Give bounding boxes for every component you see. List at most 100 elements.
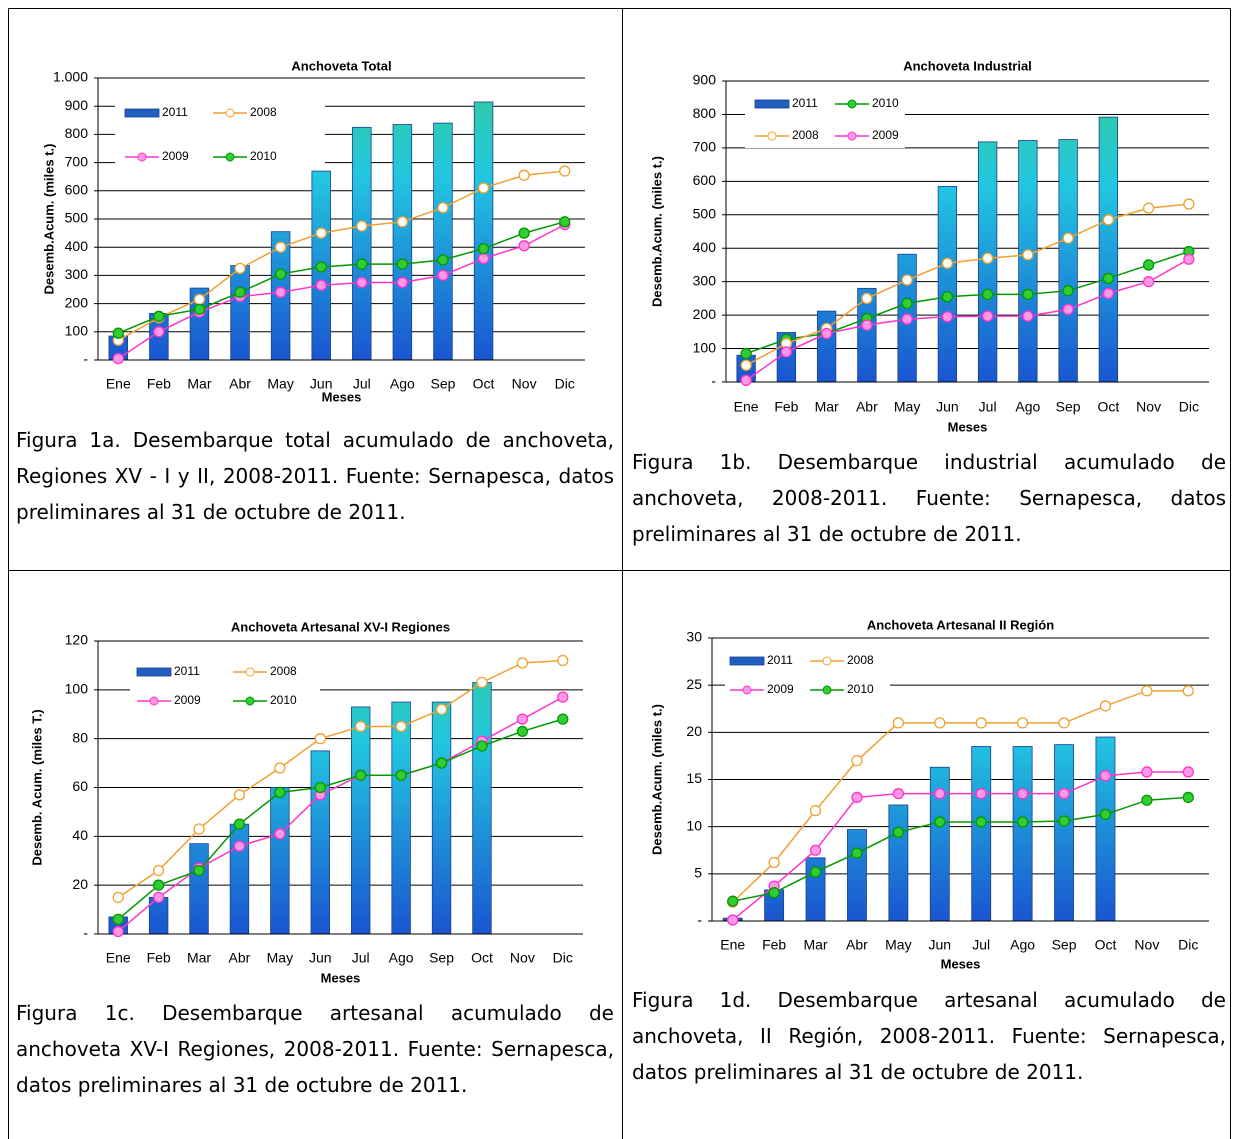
point	[1102, 287, 1115, 300]
point	[476, 740, 488, 752]
point	[1099, 700, 1112, 712]
x-tick-label: Sep	[1056, 399, 1081, 415]
bar	[392, 124, 413, 361]
point	[437, 202, 449, 214]
point	[435, 703, 448, 716]
point	[193, 864, 205, 877]
point	[395, 769, 407, 781]
point	[975, 788, 987, 800]
x-tick-label: Dic	[1178, 937, 1198, 953]
point	[396, 258, 409, 270]
x-tick-label: Sep	[1052, 937, 1077, 953]
point	[396, 216, 409, 228]
x-tick-label: Mar	[815, 399, 839, 415]
bar	[230, 265, 250, 361]
y-tick-label: 900	[693, 72, 717, 88]
point	[356, 220, 368, 232]
point	[981, 310, 994, 322]
x-tick-label: Jun	[936, 399, 959, 415]
x-tick-label: Ene	[734, 399, 759, 415]
x-tick-label: Abr	[846, 937, 868, 953]
x-tick-label: Oct	[473, 376, 495, 392]
point	[727, 895, 739, 907]
y-tick-label: 900	[65, 97, 89, 113]
point	[112, 913, 124, 925]
legend-label: 2011	[792, 96, 818, 110]
point	[851, 754, 863, 767]
point	[934, 816, 946, 828]
y-tick-label: 500	[693, 205, 717, 221]
bar	[473, 101, 494, 361]
point	[274, 286, 287, 298]
bar	[433, 122, 453, 361]
point	[851, 847, 863, 859]
legend-swatch	[136, 667, 172, 677]
x-tick-label: Abr	[229, 950, 251, 966]
bar	[310, 750, 330, 935]
x-tick-label: Mar	[187, 950, 211, 966]
point	[559, 165, 571, 177]
x-tick-label: Ago	[389, 950, 414, 966]
point	[193, 303, 206, 315]
point	[274, 762, 286, 774]
chart-title: Anchoveta Artesanal XV-I Regiones	[231, 619, 450, 634]
legend-label: 2009	[174, 693, 201, 707]
legend-swatch	[847, 131, 857, 141]
x-tick-label: Nov	[1136, 399, 1161, 415]
series-line	[732, 771, 1189, 921]
point	[1099, 808, 1112, 821]
point	[152, 879, 165, 891]
bar	[391, 701, 411, 935]
point	[315, 227, 327, 239]
point	[1142, 276, 1155, 288]
series-line	[745, 203, 1189, 366]
point	[861, 319, 873, 331]
point	[1141, 766, 1153, 778]
x-tick-label: Sep	[430, 376, 455, 392]
point	[901, 297, 913, 310]
point	[727, 914, 739, 926]
point	[901, 274, 913, 286]
point	[861, 292, 873, 305]
legend-swatch	[225, 152, 235, 162]
point	[437, 254, 449, 266]
point	[740, 347, 752, 360]
x-tick-label: Feb	[147, 950, 171, 966]
bar	[816, 310, 837, 383]
bar	[1018, 140, 1038, 383]
bar	[1058, 139, 1078, 383]
x-tick-label: Oct	[1095, 937, 1117, 953]
point	[356, 258, 368, 270]
point	[981, 252, 994, 264]
y-tick-label: 700	[693, 139, 717, 155]
series-line	[732, 796, 1189, 902]
point	[1016, 788, 1029, 800]
x-tick-label: Feb	[762, 937, 786, 953]
point	[809, 866, 822, 878]
legend-swatch	[124, 108, 160, 118]
legend-swatch	[149, 696, 159, 706]
bar	[1095, 736, 1116, 922]
series-line	[117, 718, 564, 920]
point	[941, 311, 954, 323]
x-axis-title: Meses	[948, 419, 988, 434]
x-tick-label: Oct	[1097, 399, 1119, 415]
legend-label: 2009	[872, 128, 899, 142]
x-tick-label: Mar	[187, 376, 211, 392]
point	[112, 925, 124, 938]
chart-title: Anchoveta Industrial	[903, 58, 1032, 73]
point	[809, 844, 822, 856]
point	[1182, 685, 1194, 697]
legend-swatch	[822, 685, 832, 695]
point	[780, 346, 793, 358]
legend-swatch	[245, 667, 255, 677]
point	[820, 327, 833, 340]
bar	[472, 682, 492, 935]
point	[437, 269, 449, 282]
x-tick-label: Abr	[856, 399, 878, 415]
point	[518, 227, 530, 239]
x-tick-label: May	[885, 937, 911, 953]
x-tick-label: Nov	[510, 950, 535, 966]
x-tick-label: May	[267, 376, 293, 392]
point	[1016, 816, 1029, 828]
